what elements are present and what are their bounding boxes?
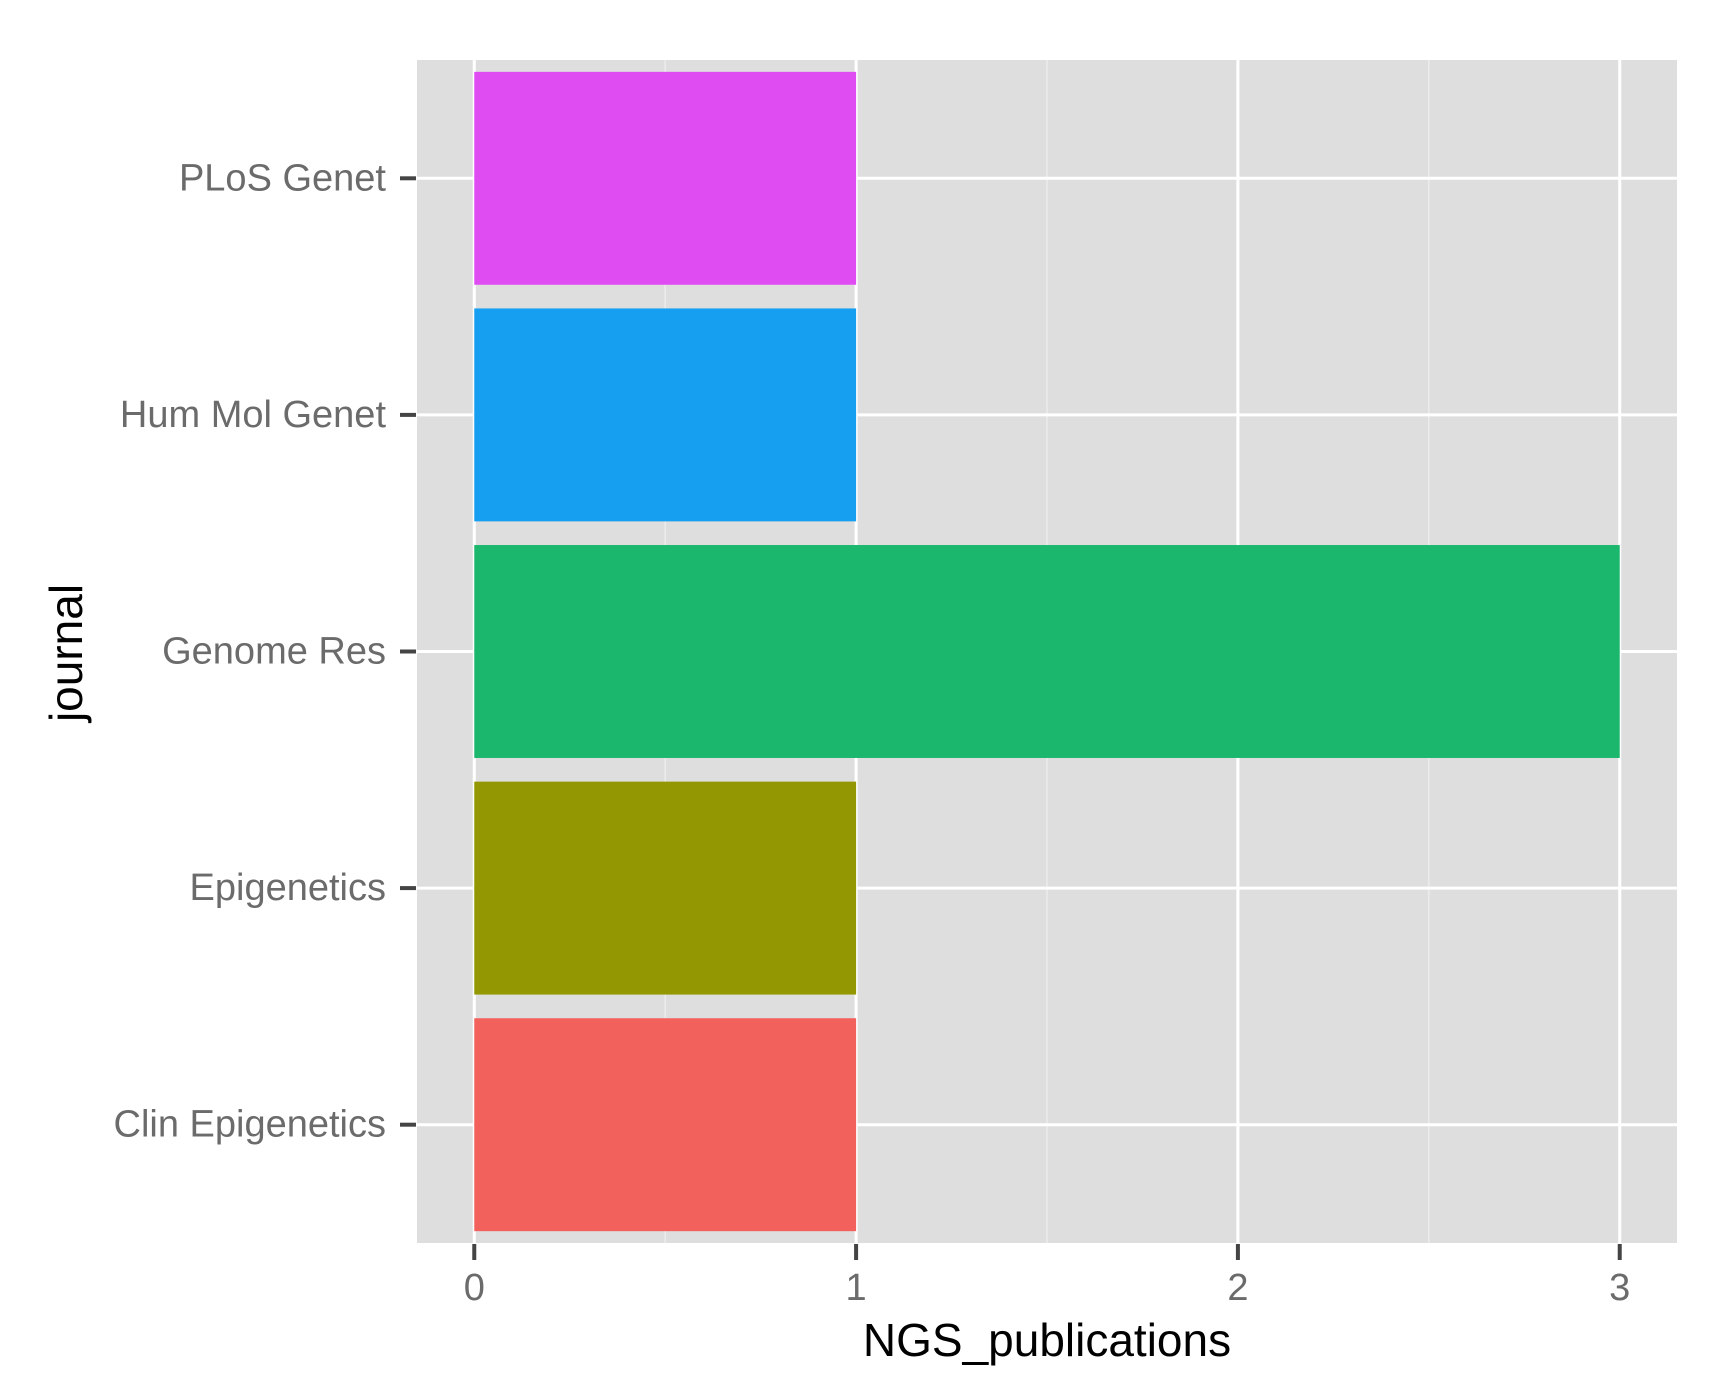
y-tick-label: PLoS Genet bbox=[179, 157, 386, 199]
x-tick-label: 2 bbox=[1227, 1267, 1248, 1309]
axes: Clin Epigenetics Epigenetics Genome Res Hum… bbox=[114, 157, 1631, 1309]
bar bbox=[474, 71, 857, 285]
x-axis-title: NGS_publications bbox=[863, 1314, 1231, 1366]
y-tick-label: Hum Mol Genet bbox=[120, 394, 387, 436]
y-axis-title: journal bbox=[40, 584, 92, 724]
bar bbox=[474, 1018, 857, 1232]
bars bbox=[474, 71, 1620, 1232]
x-tick-label: 1 bbox=[846, 1267, 867, 1309]
y-tick-label: Genome Res bbox=[162, 631, 386, 673]
bar bbox=[474, 545, 1620, 758]
x-tick-label: 3 bbox=[1609, 1267, 1630, 1309]
x-tick-label: 0 bbox=[464, 1267, 485, 1309]
bar bbox=[474, 308, 857, 522]
bar bbox=[474, 781, 857, 995]
y-tick-label: Epigenetics bbox=[190, 867, 386, 909]
y-tick-label: Clin Epigenetics bbox=[114, 1104, 386, 1146]
